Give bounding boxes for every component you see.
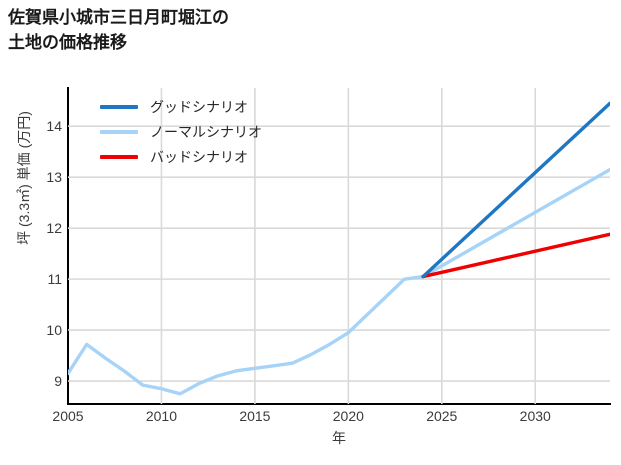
y-axis-tick-label: 9	[54, 373, 62, 390]
x-axis-tick-label: 2030	[519, 408, 551, 424]
series-lines	[68, 101, 610, 396]
series-line	[421, 232, 610, 279]
legend-item[interactable]: グッドシナリオ	[100, 94, 310, 119]
x-axis-tick-label: 2005	[52, 408, 84, 424]
series-line	[421, 101, 610, 279]
x-axis-spine	[67, 403, 611, 405]
y-axis-tick-label: 13	[46, 169, 62, 186]
legend-item-label: ノーマルシナリオ	[150, 123, 262, 140]
plot-svg	[68, 88, 610, 404]
x-axis-tick-label: 2010	[145, 408, 178, 424]
legend-item-label: バッドシナリオ	[150, 148, 248, 165]
y-axis-label: 坪 (3.3㎡) 単価 (万円)	[16, 111, 32, 245]
x-axis-label: 年	[332, 430, 346, 446]
y-axis-tick-label: 11	[47, 271, 62, 288]
y-axis-tick-label: 12	[46, 220, 62, 237]
legend-color-swatch	[100, 154, 138, 159]
legend-color-swatch	[100, 104, 138, 109]
series-line	[68, 167, 610, 396]
legend-color-swatch	[100, 129, 138, 134]
chart-title: 佐賀県小城市三日月町堀江の 土地の価格推移	[8, 8, 229, 52]
legend-item-label: グッドシナリオ	[150, 98, 248, 115]
legend-item[interactable]: バッドシナリオ	[100, 144, 310, 169]
x-axis-tick-label: 2025	[426, 408, 458, 424]
y-axis-tick-labels: 9 10 11 12 13 14	[0, 0, 62, 465]
chart-legend: グッドシナリオ ノーマルシナリオ バッドシナリオ	[100, 94, 310, 169]
y-axis-tick-label: 10	[46, 322, 62, 339]
y-axis-spine	[67, 87, 69, 405]
legend-item[interactable]: ノーマルシナリオ	[100, 119, 310, 144]
plot-area	[68, 88, 610, 404]
grid-lines	[68, 88, 610, 404]
y-axis-tick-label: 14	[46, 118, 62, 135]
x-axis-tick-label: 2020	[332, 408, 364, 424]
x-axis-tick-label: 2015	[239, 408, 271, 424]
